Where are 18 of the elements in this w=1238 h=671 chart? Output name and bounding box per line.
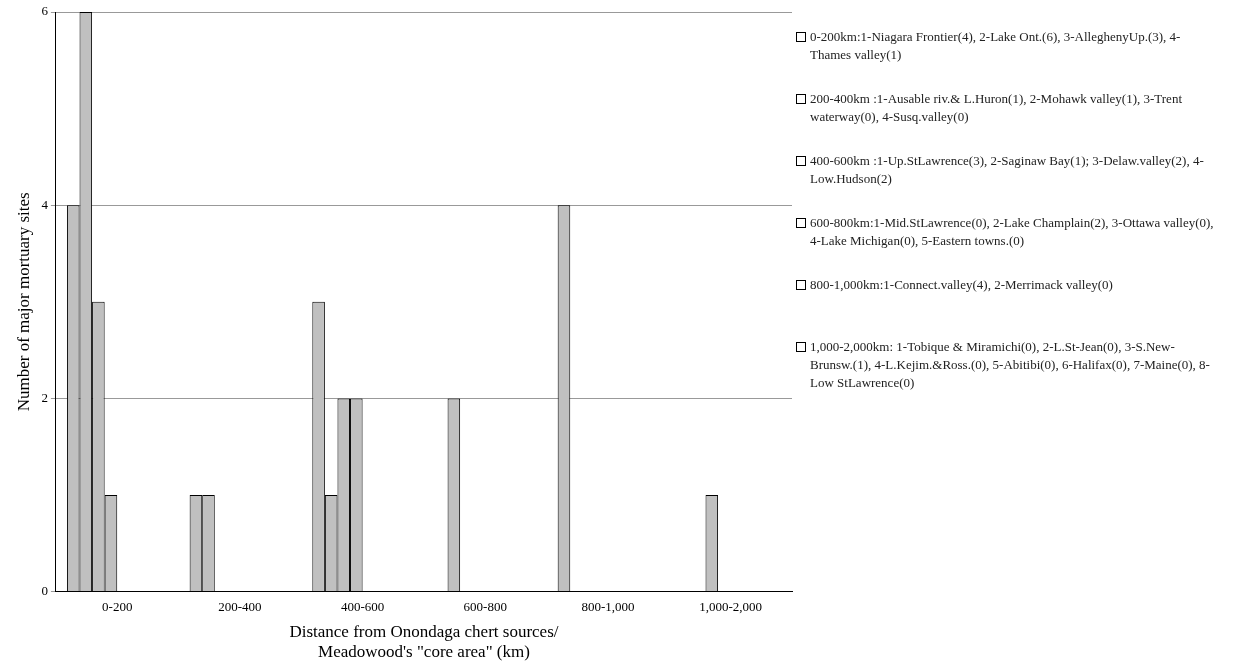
x-tick-label: 200-400 xyxy=(218,598,262,614)
y-tick-label: 4 xyxy=(41,196,49,212)
y-axis-title: Number of major mortuary sites xyxy=(13,192,33,412)
y-tick-label: 0 xyxy=(41,583,48,599)
y-tick-label: 6 xyxy=(41,3,49,19)
x-tick-label: 1,000-2,000 xyxy=(699,598,763,614)
x-tick-label: 0-200 xyxy=(102,598,133,614)
text: 1,000-2,000km: 1-Tobique & Miramichi(0), 2-L.St-Jean(0), 3-S.New-Brunsw.(1), 4-L.Kejim.&Ross.(0), 5-Abitibi(0), 6-Halifax(0), 7-Maine(0), 8-Low StLawrence(0) xyxy=(810,338,1211,392)
x-tick-label: 400-600 xyxy=(340,598,385,614)
text: 600-800km:1-Mid.StLawrence(0), 2-Lake Champlain(2), 3-Ottawa valley(0), 4-Lake Michigan(0), 5-Eastern towns.(0) xyxy=(810,214,1215,250)
text: 200-400km :1-Ausable riv.& L.Huron(1), 2-Mohawk valley(1), 3-Trent waterway(0), 4-Susq.valley(0) xyxy=(810,90,1183,126)
x-tick-label: 800-1,000 xyxy=(581,598,635,614)
x-tick-label: 600-800 xyxy=(463,598,507,614)
y-tick-label: 2 xyxy=(41,389,48,405)
text: 0-200km:1-Niagara Frontier(4), 2-Lake Ont.(6), 3-AlleghenyUp.(3), 4-Thames valley(1) xyxy=(810,28,1182,64)
x-axis-title: Distance from Onondaga chert sources/ Meadowood's "core area" (km) xyxy=(289,621,559,662)
text: 800-1,000km:1-Connect.valley(4), 2-Merrimack valley(0) xyxy=(810,276,1113,294)
text: 400-600km :1-Up.StLawrence(3), 2-Saginaw Bay(1); 3-Delaw.valley(2), 4-Low.Hudson(2) xyxy=(810,152,1205,188)
